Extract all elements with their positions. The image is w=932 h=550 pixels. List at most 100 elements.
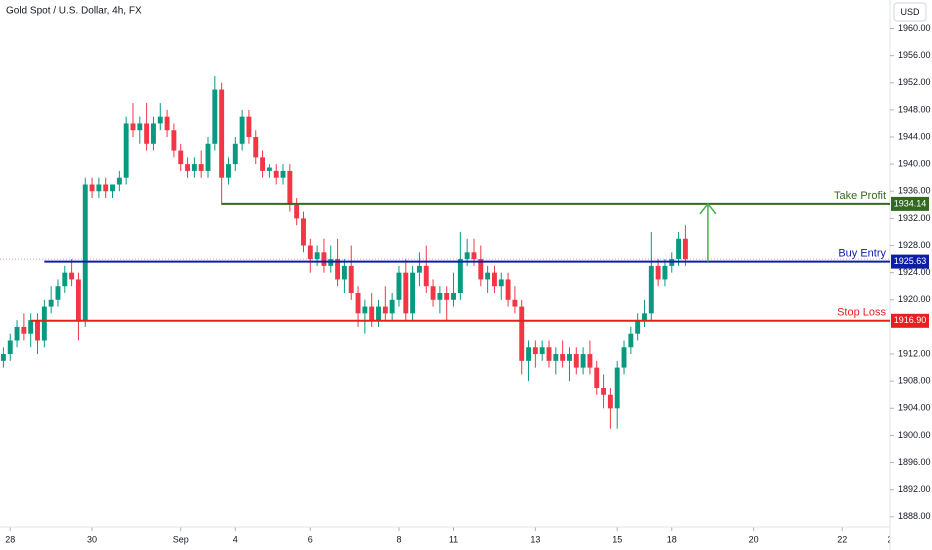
candle-body <box>512 299 518 307</box>
candle-body <box>410 272 416 314</box>
candle-body <box>573 354 579 368</box>
candle-body <box>205 143 211 171</box>
candle-body <box>69 272 75 280</box>
candle-body <box>662 265 668 280</box>
candle-body <box>580 354 586 368</box>
candle-body <box>260 157 266 171</box>
y-tick-label: 1928.00 <box>898 240 931 250</box>
candle-body <box>232 143 238 165</box>
y-tick-label: 1940.00 <box>898 159 931 169</box>
level-name: Buy Entry <box>838 248 886 260</box>
candle-body <box>75 279 81 321</box>
y-tick-label: 1920.00 <box>898 294 931 304</box>
currency-label: USD <box>900 7 920 17</box>
candle-body <box>191 164 197 171</box>
candle-body <box>150 123 156 144</box>
level-name: Stop Loss <box>837 307 886 319</box>
candle-body <box>103 184 109 192</box>
chart-title: Gold Spot / U.S. Dollar, 4h, FX <box>6 6 142 17</box>
candle-body <box>362 306 368 314</box>
candle-body <box>348 265 354 294</box>
y-tick-label: 1912.00 <box>898 348 931 358</box>
candle-body <box>212 89 218 144</box>
candle-body <box>655 265 661 280</box>
candle-body <box>539 347 545 355</box>
x-tick-label: 8 <box>396 534 401 544</box>
candle-body <box>491 272 497 287</box>
candle-body <box>14 326 20 341</box>
candle-body <box>171 130 177 151</box>
candle-body <box>355 293 361 314</box>
x-tick-label: Sep <box>173 534 189 544</box>
candle-body <box>287 170 293 205</box>
candle-body <box>157 116 163 124</box>
candle-body <box>601 387 607 395</box>
candle-body <box>642 313 647 321</box>
candle-body <box>635 320 641 334</box>
y-tick-label: 1956.00 <box>898 50 931 60</box>
candle-body <box>55 286 61 300</box>
currency-button[interactable] <box>893 2 927 22</box>
candle-body <box>451 293 456 300</box>
x-tick-label: 13 <box>530 534 540 544</box>
candle-body <box>41 306 47 341</box>
candle-body <box>485 272 491 280</box>
price-axis <box>890 0 932 550</box>
candle-body <box>369 306 375 321</box>
y-tick-label: 1960.00 <box>898 23 931 33</box>
candle-body <box>239 116 245 144</box>
candle-body <box>301 218 306 246</box>
candle-body <box>96 184 102 192</box>
candle-body <box>321 252 327 266</box>
x-tick-label: 11 <box>449 534 458 544</box>
candle-body <box>621 347 627 368</box>
candle-body <box>266 167 272 171</box>
candle-body <box>505 279 511 300</box>
overlay: 1888.00 1892.00 1896.00 1900.00 1904.00 1908.… <box>30 23 931 521</box>
x-tick-label: 15 <box>612 534 622 544</box>
level-price-label: 1916.90 <box>894 315 927 325</box>
candle-body <box>519 306 525 361</box>
candle-body <box>607 394 613 409</box>
x-tick-label: 28 <box>5 534 15 544</box>
candle-body <box>560 354 566 361</box>
candle-body <box>314 252 320 260</box>
candle-body <box>648 265 654 314</box>
candle-body <box>273 170 279 178</box>
candle-body <box>444 293 450 300</box>
candle-body <box>614 367 620 409</box>
candle-body <box>130 123 136 131</box>
y-tick-label: 1888.00 <box>898 511 931 521</box>
candle-body <box>307 245 313 260</box>
candle-body <box>532 347 538 355</box>
candle-body <box>457 259 463 294</box>
candle-body <box>567 354 572 361</box>
candle-body <box>7 340 13 355</box>
candle-body <box>382 306 388 314</box>
y-tick-label: 1924.00 <box>898 267 931 277</box>
candle-body <box>335 259 341 280</box>
candle-body <box>280 170 286 178</box>
candle-body <box>82 184 88 321</box>
candle-body <box>437 293 443 300</box>
candle-body <box>526 347 531 361</box>
x-tick-label: 6 <box>308 534 313 544</box>
candle-body <box>389 299 395 314</box>
candle-body <box>376 306 381 321</box>
candle-body <box>110 184 115 192</box>
plot-area: 2830Sep4681113151820222 <box>0 75 893 544</box>
candle-body <box>403 272 409 314</box>
candle-body <box>0 354 6 361</box>
candle-body <box>676 238 682 260</box>
x-tick-label: 22 <box>837 534 847 544</box>
candle-body <box>546 347 552 361</box>
candle-body <box>464 252 470 260</box>
candle-body <box>423 265 429 287</box>
candle-body <box>89 184 95 192</box>
level-name: Take Profit <box>834 190 886 202</box>
candle-body <box>246 116 252 138</box>
candle-body <box>144 123 150 144</box>
y-tick-label: 1900.00 <box>898 430 931 440</box>
candle-body <box>28 320 34 334</box>
